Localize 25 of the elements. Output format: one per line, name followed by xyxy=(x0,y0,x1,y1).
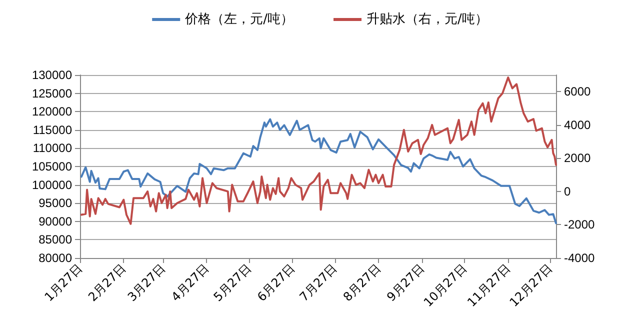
x-tick-label: 6月27日 xyxy=(254,261,298,304)
y-tick-label: 130000 xyxy=(32,68,72,82)
legend-label: 价格（左，元/吨） xyxy=(184,12,294,27)
line-series xyxy=(80,118,557,224)
y-tick-label: 100000 xyxy=(32,178,72,192)
y2-tick-label: 6000 xyxy=(564,84,592,99)
x-tick-label: 5月27日 xyxy=(210,261,254,304)
y-tick-label: 95000 xyxy=(38,196,72,210)
y-tick-label: 115000 xyxy=(32,122,72,137)
line-series xyxy=(80,76,557,225)
y-tick-label: 85000 xyxy=(38,232,72,247)
x-tick-label: 8月27日 xyxy=(340,261,384,304)
y-tick-label: 120000 xyxy=(32,104,72,119)
legend-label: 升贴水（右，元/吨） xyxy=(366,12,488,27)
y2-tick-label: 2000 xyxy=(564,151,592,166)
y-tick-label: 90000 xyxy=(38,214,72,228)
y2-tick-label: -2000 xyxy=(564,218,596,232)
y-tick-label: 125000 xyxy=(32,86,72,100)
x-tick-label: 4月27日 xyxy=(168,261,212,304)
y2-tick-label: 4000 xyxy=(564,118,592,132)
x-tick-label: 7月27日 xyxy=(296,261,340,304)
y2-tick-label: 0 xyxy=(564,184,571,198)
y-tick-label: 110000 xyxy=(32,141,72,156)
y-tick-label: 105000 xyxy=(32,160,72,174)
y2-tick-label: -4000 xyxy=(564,251,596,265)
